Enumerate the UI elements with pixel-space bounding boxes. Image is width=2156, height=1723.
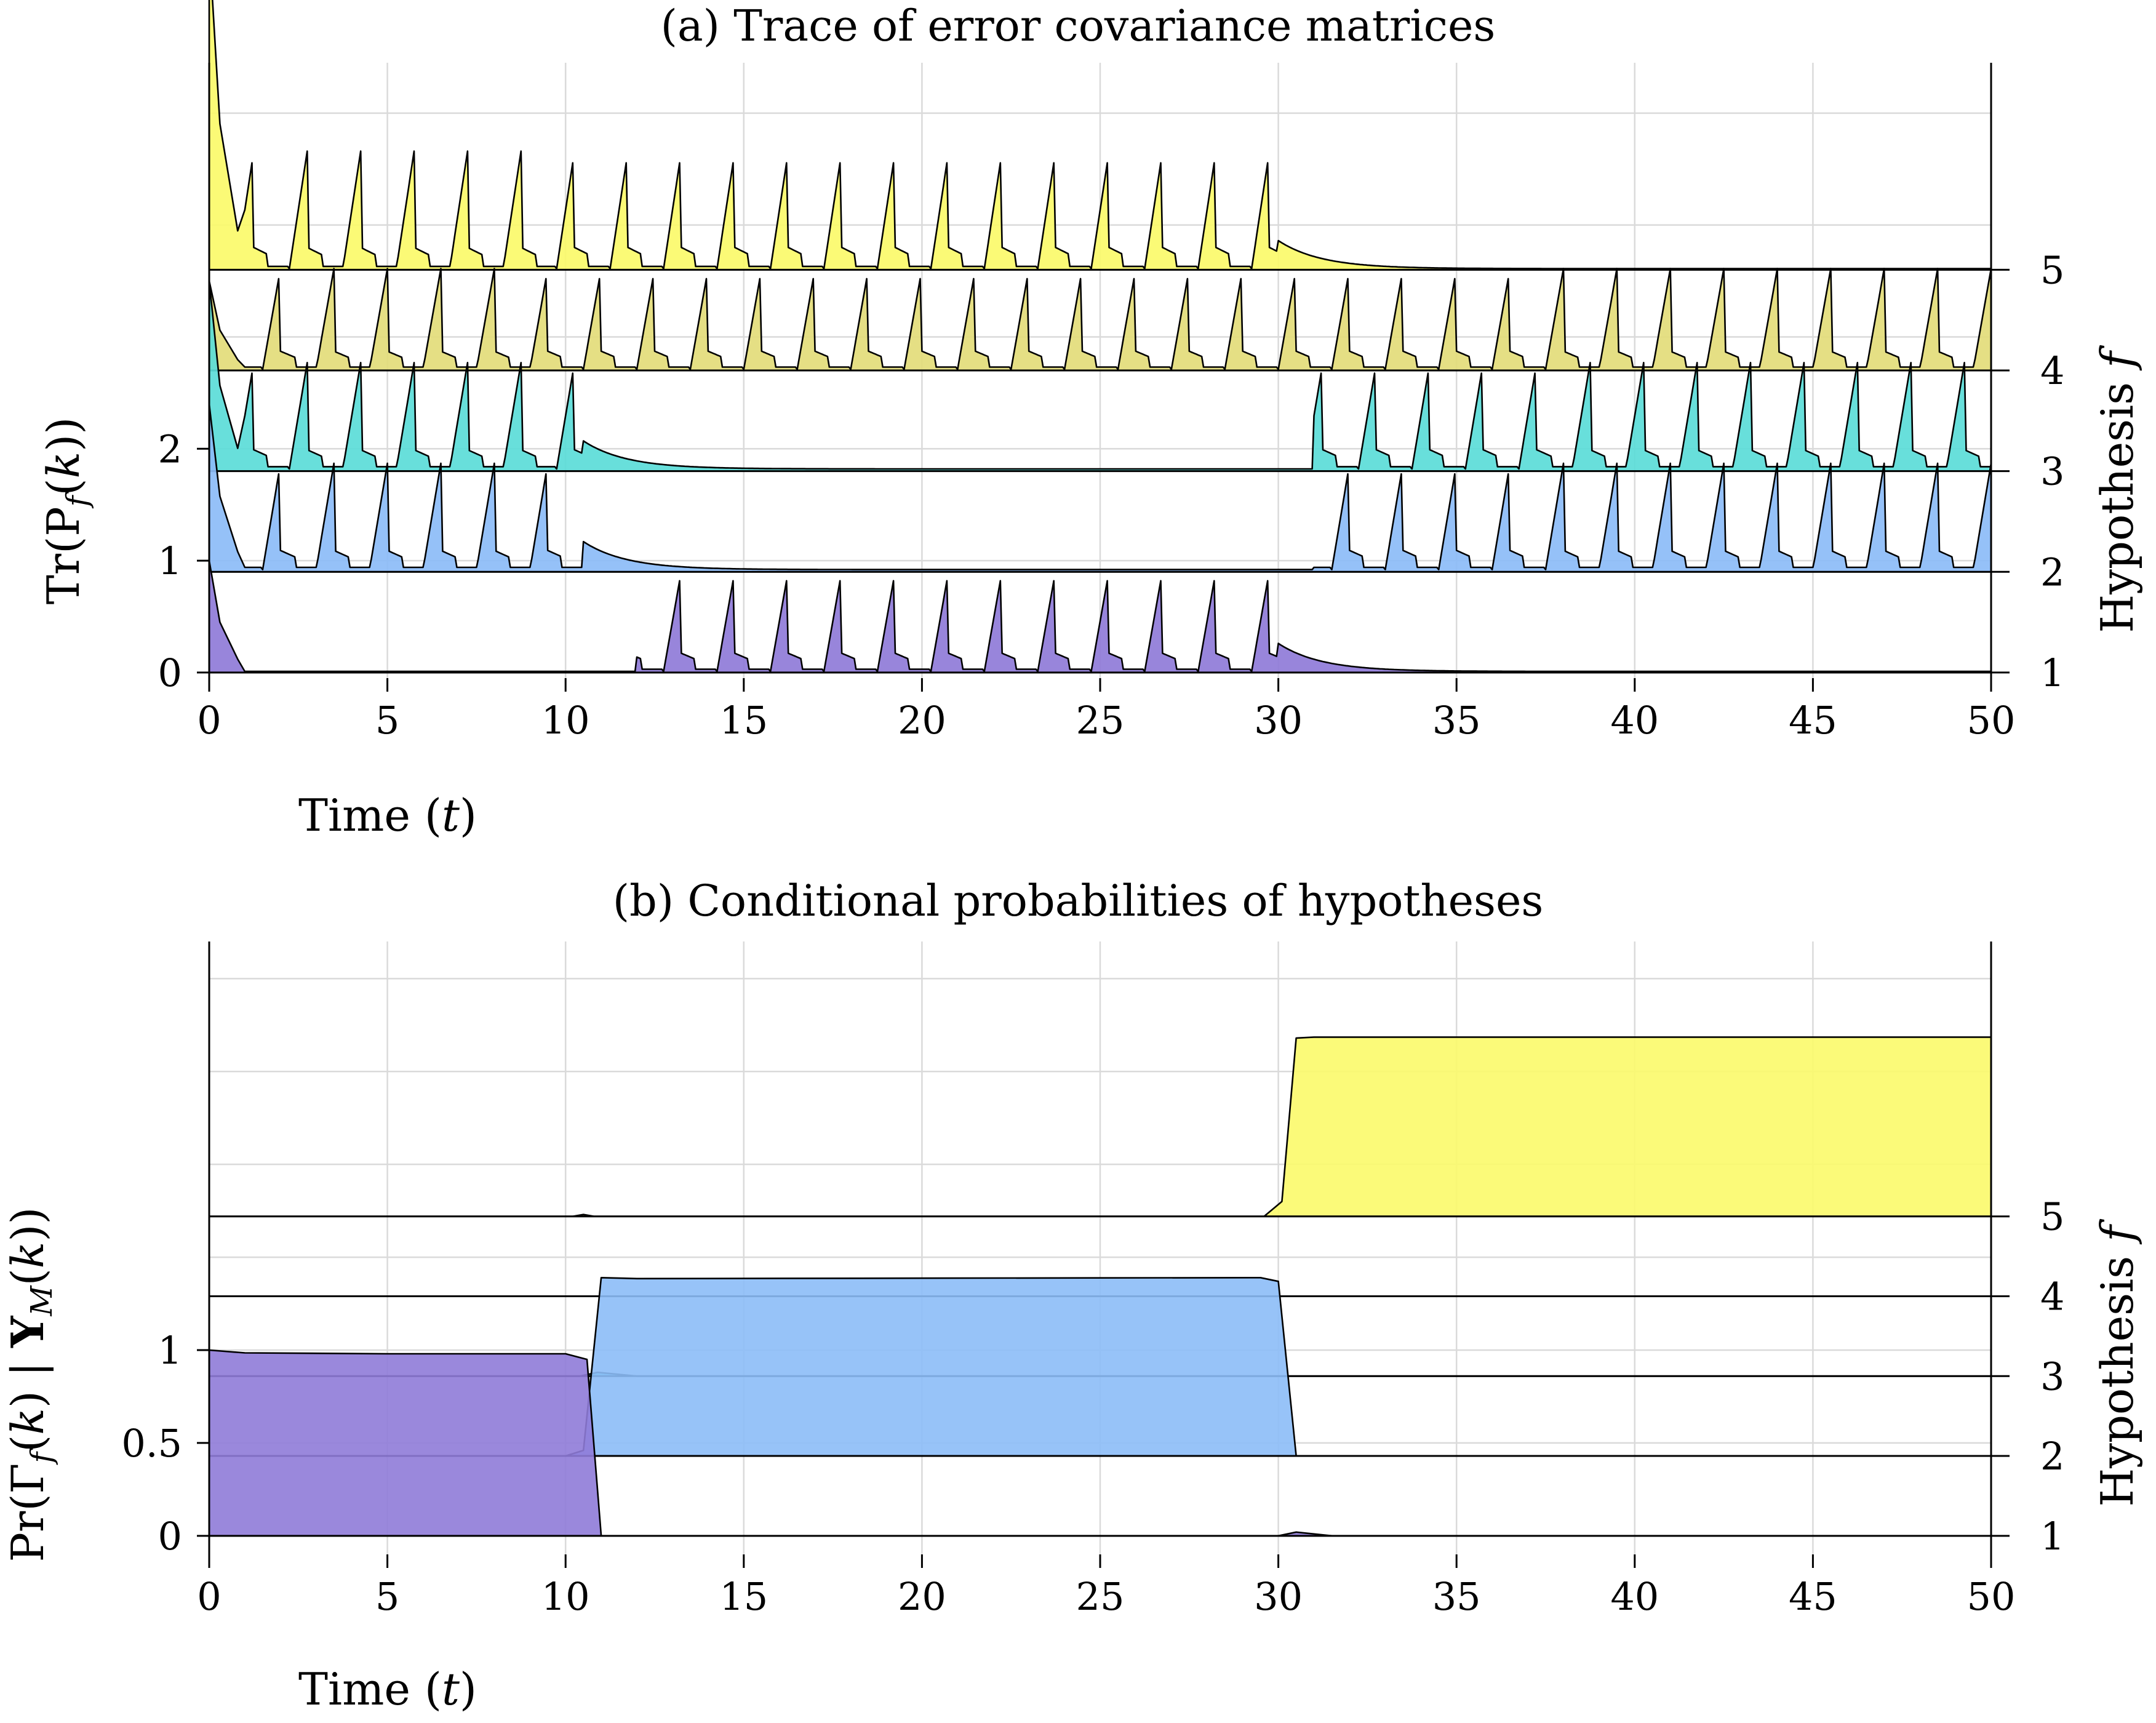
x-tick-label: 50 bbox=[1967, 698, 2016, 743]
panel-a-y-axis-label: Tr(Pf(k)) bbox=[38, 417, 95, 605]
x-tick-label: 50 bbox=[1967, 1574, 2016, 1619]
y-tick-label: 1 bbox=[158, 1328, 182, 1373]
x-tick-label: 25 bbox=[1076, 698, 1125, 743]
x-tick-label: 0 bbox=[197, 1574, 221, 1619]
right-tick-label: 3 bbox=[2040, 449, 2064, 494]
x-tick-label: 5 bbox=[375, 1574, 399, 1619]
x-tick-label: 10 bbox=[541, 698, 590, 743]
x-tick-label: 20 bbox=[898, 698, 946, 743]
panel-a-right-axis-label: Hypothesis f bbox=[2091, 345, 2143, 633]
right-tick-label: 5 bbox=[2040, 1194, 2064, 1239]
y-tick-label: 0.5 bbox=[121, 1421, 182, 1466]
hypothesis-3-area bbox=[208, 280, 1992, 472]
hypothesis-5-area bbox=[208, 0, 1992, 271]
right-tick-label: 4 bbox=[2040, 1274, 2064, 1319]
panel-b-right-tick-labels: 1 2 3 4 5 bbox=[1991, 1194, 2064, 1559]
panel-b-right-axis-label: Hypothesis f bbox=[2091, 1218, 2143, 1507]
right-tick-label: 5 bbox=[2040, 247, 2064, 292]
x-tick-label: 15 bbox=[719, 698, 768, 743]
hypothesis-1-area bbox=[208, 559, 1992, 674]
panel-a-y-tick-labels: 0 1 2 bbox=[158, 426, 209, 695]
right-tick-label: 2 bbox=[2040, 1434, 2064, 1479]
x-tick-label: 35 bbox=[1432, 698, 1481, 743]
x-tick-label: 10 bbox=[541, 1574, 590, 1619]
panel-b-x-tick-labels: 0 5 10 15 20 25 30 35 40 45 50 bbox=[197, 1554, 2015, 1619]
panel-b-title: (b) Conditional probabilities of hypothe… bbox=[613, 876, 1544, 926]
panel-b-y-tick-labels: 00.51 bbox=[121, 1328, 209, 1559]
hypothesis-4-area bbox=[208, 268, 1992, 372]
x-tick-label: 0 bbox=[197, 698, 221, 743]
right-tick-label: 2 bbox=[2040, 550, 2064, 594]
panel-b-areas bbox=[208, 1036, 1992, 1537]
hypothesis-2-area bbox=[208, 403, 1992, 573]
x-tick-label: 35 bbox=[1432, 1574, 1481, 1619]
x-tick-label: 40 bbox=[1610, 698, 1659, 743]
panel-b-probability-chart: (b) Conditional probabilities of hypothe… bbox=[1, 876, 2143, 1715]
panel-a-title: (a) Trace of error covariance matrices bbox=[661, 1, 1496, 51]
y-tick-label: 0 bbox=[158, 1514, 182, 1559]
panel-a-trace-chart: (a) Trace of error covariance matrices 0… bbox=[38, 0, 2143, 841]
y-tick-label: 1 bbox=[158, 538, 182, 583]
x-tick-label: 45 bbox=[1789, 698, 1837, 743]
x-tick-label: 45 bbox=[1789, 1574, 1837, 1619]
x-tick-label: 15 bbox=[719, 1574, 768, 1619]
right-tick-label: 1 bbox=[2040, 650, 2064, 695]
panel-a-right-tick-labels: 1 2 3 4 5 bbox=[1991, 247, 2064, 695]
x-tick-label: 30 bbox=[1254, 1574, 1303, 1619]
x-tick-label: 25 bbox=[1076, 1574, 1125, 1619]
y-tick-label: 0 bbox=[158, 650, 182, 695]
panel-b-y-axis-label: Pr(Γf(k) | YM(k)) bbox=[1, 1207, 59, 1562]
right-tick-label: 4 bbox=[2040, 348, 2064, 393]
panel-a-x-tick-labels: 0 5 10 15 20 25 30 35 40 45 50 bbox=[197, 678, 2015, 743]
right-tick-label: 3 bbox=[2040, 1354, 2064, 1399]
panel-b-axes bbox=[208, 941, 1992, 1554]
panel-b-x-axis-label: Time (t) bbox=[298, 1663, 477, 1715]
x-tick-label: 30 bbox=[1254, 698, 1303, 743]
y-tick-label: 2 bbox=[158, 426, 182, 471]
panel-a-x-axis-label: Time (t) bbox=[298, 790, 477, 841]
right-tick-label: 1 bbox=[2040, 1514, 2064, 1559]
x-tick-label: 20 bbox=[898, 1574, 946, 1619]
x-tick-label: 40 bbox=[1610, 1574, 1659, 1619]
x-tick-label: 5 bbox=[375, 698, 399, 743]
panel-a-areas bbox=[208, 0, 1992, 674]
